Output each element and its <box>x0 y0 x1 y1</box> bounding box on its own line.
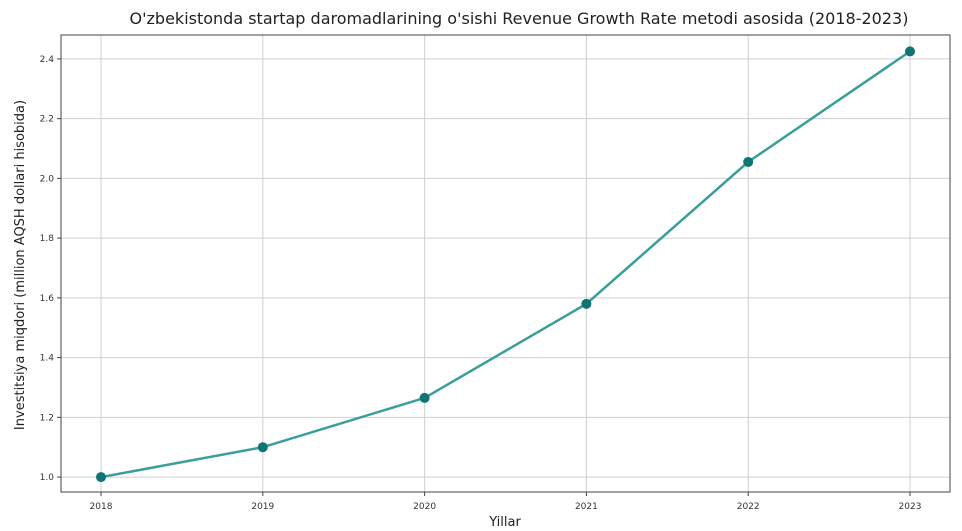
data-point-2022 <box>743 156 754 167</box>
x-tick-label: 2018 <box>90 502 113 512</box>
x-gridlines <box>100 35 911 492</box>
y-tick-label: 2.0 <box>40 174 55 184</box>
data-point-2021 <box>581 298 592 309</box>
data-point-2020 <box>419 392 430 403</box>
y-axis-label: Investitsiya miqdori (million AQSH dolla… <box>13 100 28 430</box>
y-axis-ticks: 1.0 1.2 1.4 1.6 1.8 2.0 2.2 2.4 <box>40 55 61 483</box>
y-tick-label: 1.0 <box>40 473 55 483</box>
x-axis-label: Yillar <box>488 515 521 530</box>
y-tick-label: 1.2 <box>40 413 54 423</box>
y-tick-label: 2.4 <box>40 55 55 65</box>
x-tick-label: 2023 <box>899 502 922 512</box>
x-axis-ticks: 2018 2019 2020 2021 2022 2023 <box>90 492 922 512</box>
y-gridlines <box>61 58 950 478</box>
data-point-2023 <box>905 46 915 57</box>
chart-title: O'zbekistonda startap daromadlarining o'… <box>130 9 909 28</box>
x-tick-label: 2021 <box>575 502 598 512</box>
series-line <box>100 50 911 479</box>
data-point-2019 <box>257 442 268 453</box>
y-tick-label: 1.4 <box>40 354 55 364</box>
plot-area-frame <box>60 34 951 493</box>
data-point-2018 <box>96 472 106 483</box>
x-tick-label: 2020 <box>413 502 436 512</box>
x-tick-label: 2022 <box>737 502 760 512</box>
y-tick-label: 1.8 <box>40 234 55 244</box>
x-tick-label: 2019 <box>251 502 274 512</box>
series-markers <box>96 46 915 483</box>
y-tick-label: 1.6 <box>40 294 55 304</box>
y-tick-label: 2.2 <box>40 115 54 125</box>
